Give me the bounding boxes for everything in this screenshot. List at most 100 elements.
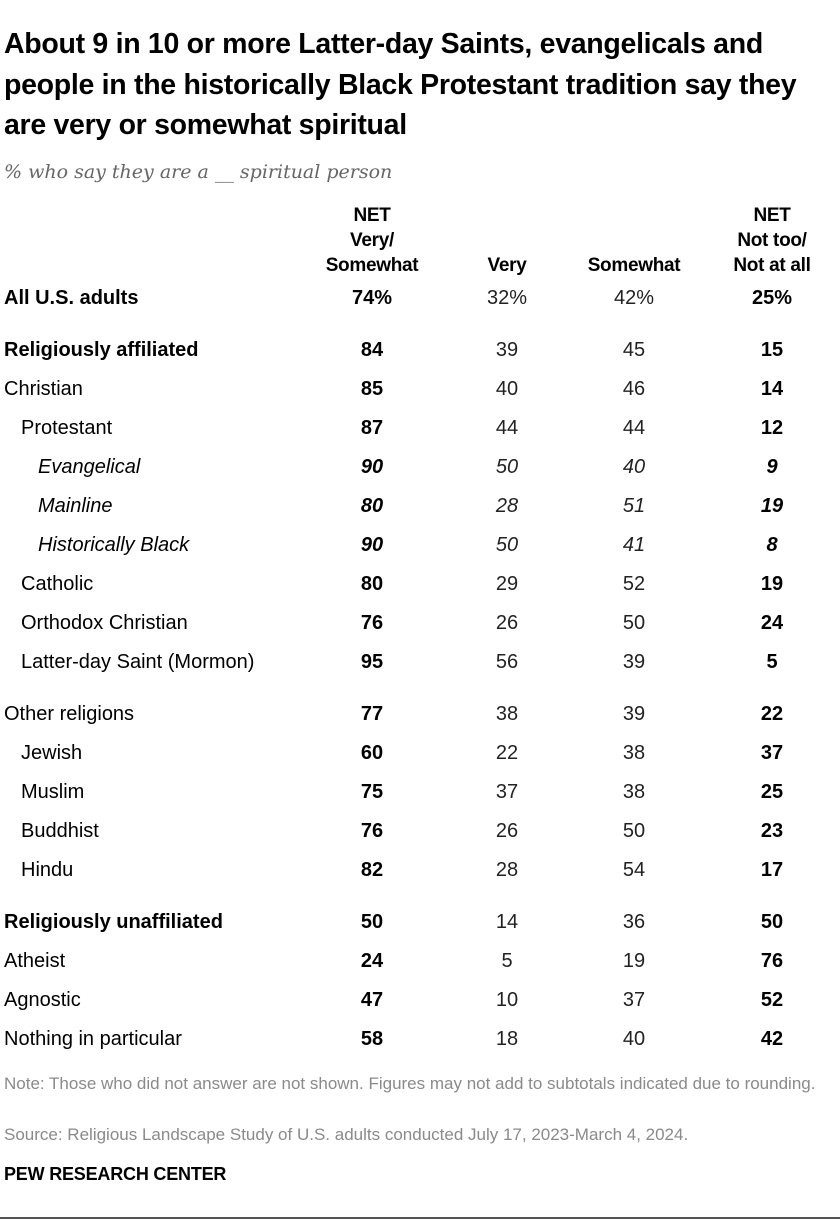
cell-value: 10 [495, 989, 519, 1011]
table-row: Muslim 75 37 38 25 [0, 773, 840, 812]
cell-value: 54 [622, 859, 646, 881]
row-label: Protestant [21, 417, 113, 439]
table-row: Jewish 60 22 38 37 [0, 734, 840, 773]
table-row: Catholic 80 29 52 19 [0, 565, 840, 604]
table-row: Protestant 87 44 44 12 [0, 409, 840, 448]
cell-value: 22 [760, 703, 784, 725]
cell-value: 75 [360, 781, 384, 803]
cell-value: 5 [766, 651, 778, 673]
cell-value: 15 [760, 339, 784, 361]
header-line: NET [353, 205, 391, 226]
cell-value: 84 [360, 339, 384, 361]
table-row: Historically Black 90 50 41 8 [0, 526, 840, 565]
cell-value: 51 [622, 495, 646, 517]
cell-value: 77 [360, 703, 384, 725]
cell-value: 76 [360, 612, 384, 634]
cell-value: 14 [495, 911, 519, 933]
cell-value: 52 [622, 573, 646, 595]
cell-value: 60 [360, 742, 384, 764]
cell-value: 50 [622, 612, 646, 634]
column-header-net-very-somewhat: NET Very/ Somewhat [292, 203, 452, 278]
row-label: Religiously affiliated [4, 339, 199, 361]
cell-value: 40 [495, 378, 519, 400]
cell-value: 37 [622, 989, 646, 1011]
cell-value: 40 [622, 456, 646, 478]
row-label: All U.S. adults [4, 287, 139, 309]
header-line [554, 228, 714, 253]
cell-value: 46 [622, 378, 646, 400]
cell-value: 44 [495, 417, 519, 439]
row-label: Agnostic [4, 989, 81, 1011]
table-row: Religiously affiliated 84 39 45 15 [0, 331, 840, 370]
table-row: Atheist 24 5 19 76 [0, 942, 840, 981]
row-label: Christian [4, 378, 83, 400]
header-line: NET [753, 205, 791, 226]
cell-value: 50 [495, 534, 519, 556]
cell-value: 47 [360, 989, 384, 1011]
cell-value: 82 [360, 859, 384, 881]
cell-value: 36 [622, 911, 646, 933]
header-line: Not too/ [737, 230, 807, 251]
cell-value: 38 [622, 742, 646, 764]
cell-value: 56 [495, 651, 519, 673]
cell-value: 39 [622, 651, 646, 673]
row-label: Historically Black [38, 534, 190, 556]
row-label: Religiously unaffiliated [4, 911, 223, 933]
cell-value: 32% [486, 287, 528, 309]
note: Note: Those who did not answer are not s… [4, 1074, 816, 1093]
cell-value: 17 [760, 859, 784, 881]
row-label: Catholic [21, 573, 94, 595]
header-line [554, 203, 714, 228]
row-label: Jewish [21, 742, 83, 764]
cell-value: 95 [360, 651, 384, 673]
header-line: Somewhat [325, 255, 419, 276]
cell-value: 24 [360, 950, 384, 972]
row-label: Latter-day Saint (Mormon) [21, 651, 255, 673]
header-line: Very/ [350, 230, 394, 251]
cell-value: 19 [760, 573, 784, 595]
table-row: Latter-day Saint (Mormon) 95 56 39 5 [0, 643, 840, 682]
cell-value: 45 [622, 339, 646, 361]
cell-value: 28 [495, 495, 519, 517]
cell-value: 39 [622, 703, 646, 725]
cell-value: 76 [360, 820, 384, 842]
table-row: Orthodox Christian 76 26 50 24 [0, 604, 840, 643]
table-row: Nothing in particular 58 18 40 42 [0, 1020, 840, 1059]
cell-value: 28 [495, 859, 519, 881]
table-row: Agnostic 47 10 37 52 [0, 981, 840, 1020]
cell-value: 50 [622, 820, 646, 842]
cell-value: 42% [613, 287, 655, 309]
cell-value: 74% [351, 287, 393, 309]
cell-value: 38 [622, 781, 646, 803]
cell-value: 29 [495, 573, 519, 595]
cell-value: 25 [760, 781, 784, 803]
row-label: Hindu [21, 859, 74, 881]
cell-value: 26 [495, 612, 519, 634]
table-row: Buddhist 76 26 50 23 [0, 812, 840, 851]
cell-value: 26 [495, 820, 519, 842]
cell-value: 40 [622, 1028, 646, 1050]
cell-value: 24 [760, 612, 784, 634]
cell-value: 5 [501, 950, 513, 972]
header-line: Somewhat [587, 255, 681, 276]
cell-value: 80 [360, 573, 384, 595]
table-row: Christian 85 40 46 14 [0, 370, 840, 409]
row-label: Atheist [4, 950, 66, 972]
cell-value: 39 [495, 339, 519, 361]
cell-value: 19 [622, 950, 646, 972]
cell-value: 50 [495, 456, 519, 478]
table-row: Evangelical 90 50 40 9 [0, 448, 840, 487]
chart-title: About 9 in 10 or more Latter-day Saints,… [4, 28, 797, 141]
table-row: Hindu 82 28 54 17 [0, 851, 840, 890]
row-label: Buddhist [21, 820, 99, 842]
row-label: Orthodox Christian [21, 612, 188, 634]
cell-value: 87 [360, 417, 384, 439]
column-header-somewhat: Somewhat [554, 203, 714, 278]
cell-value: 37 [760, 742, 784, 764]
table-body: All U.S. adults 74% 32% 42% 25% Religiously a… [0, 279, 840, 1059]
cell-value: 90 [360, 456, 384, 478]
header-line: Very [487, 255, 527, 276]
row-label: Other religions [4, 703, 135, 725]
cell-value: 80 [360, 495, 384, 517]
chart-subtitle: % who say they are a __ spiritual person [4, 161, 393, 183]
